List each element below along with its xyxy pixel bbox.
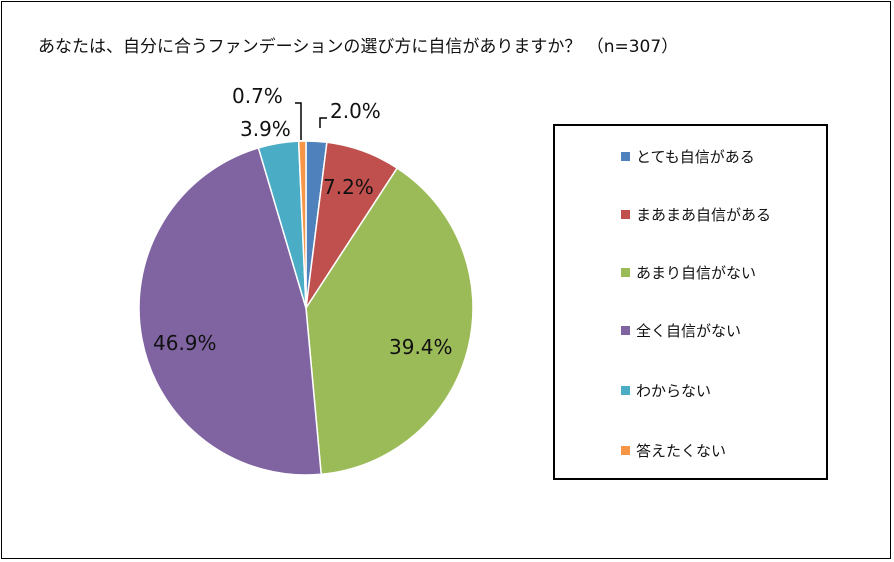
pie-slices [138,140,474,476]
legend-label: わからない [636,381,712,400]
leader-line [295,102,302,140]
legend-swatch [621,151,630,161]
data-label: 7.2% [323,175,374,199]
legend-item: 全く自信がない [621,320,741,340]
data-label: 0.7% [232,84,283,108]
legend-item: わからない [621,380,711,400]
pie-slice [138,146,322,476]
legend-label: あまり自信がない [636,263,757,282]
legend-swatch [621,385,630,395]
pie-slice [297,140,307,309]
legend-label: 全く自信がない [636,321,742,340]
data-labels: 2.0% 7.2% 39.4% 46.9% 3.9% 0.7% [153,84,453,359]
leader-line [319,117,327,128]
legend-label: とても自信がある [636,147,755,166]
data-label: 3.9% [240,117,291,141]
chart-title: あなたは、自分に合うファンデーションの選び方に自信がありますか？ （n=307） [38,37,679,57]
pie-slice [305,167,474,476]
leader-lines [295,102,327,140]
data-label: 39.4% [389,335,453,359]
data-label: 2.0% [330,99,381,123]
legend-label: まあまあ自信がある [636,205,772,224]
legend-item: あまり自信がない [621,262,756,282]
legend-swatch [621,445,630,455]
legend-swatch [621,325,630,335]
legend-label: 答えたくない [636,441,727,460]
data-label: 46.9% [153,331,217,355]
legend-swatch [621,267,630,277]
legend-item: 答えたくない [621,440,726,460]
legend-swatch [621,209,630,219]
legend: とても自信がある まあまあ自信がある あまり自信がない 全く自信がない わからな… [553,124,828,480]
legend-item: まあまあ自信がある [621,204,771,224]
legend-item: とても自信がある [621,146,755,166]
